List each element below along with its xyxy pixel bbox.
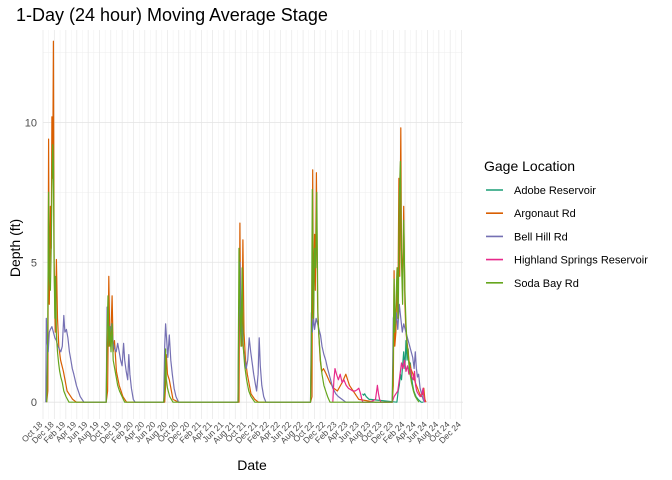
x-axis-title: Date <box>237 457 267 473</box>
series-line-soda-bay-rd <box>46 144 420 403</box>
legend: Gage Location Adobe Reservoir Argonaut Rd… <box>484 158 648 290</box>
legend-label: Soda Bay Rd <box>514 278 579 290</box>
y-tick-label: 5 <box>31 257 37 269</box>
y-tick-label: 0 <box>31 397 37 409</box>
legend-label: Bell Hill Rd <box>514 231 568 243</box>
legend-title: Gage Location <box>484 158 575 174</box>
legend-label: Argonaut Rd <box>514 208 576 220</box>
legend-label: Adobe Reservoir <box>514 185 596 197</box>
y-tick-label: 10 <box>25 117 37 129</box>
chart-title: 1-Day (24 hour) Moving Average Stage <box>16 5 328 25</box>
y-axis-ticks: 0 5 10 <box>25 117 37 409</box>
legend-label: Highland Springs Reservoir <box>514 255 648 267</box>
series-line-adobe-reservoir <box>362 340 424 403</box>
series-lines <box>45 40 427 403</box>
y-axis-title: Depth (ft) <box>7 219 23 277</box>
